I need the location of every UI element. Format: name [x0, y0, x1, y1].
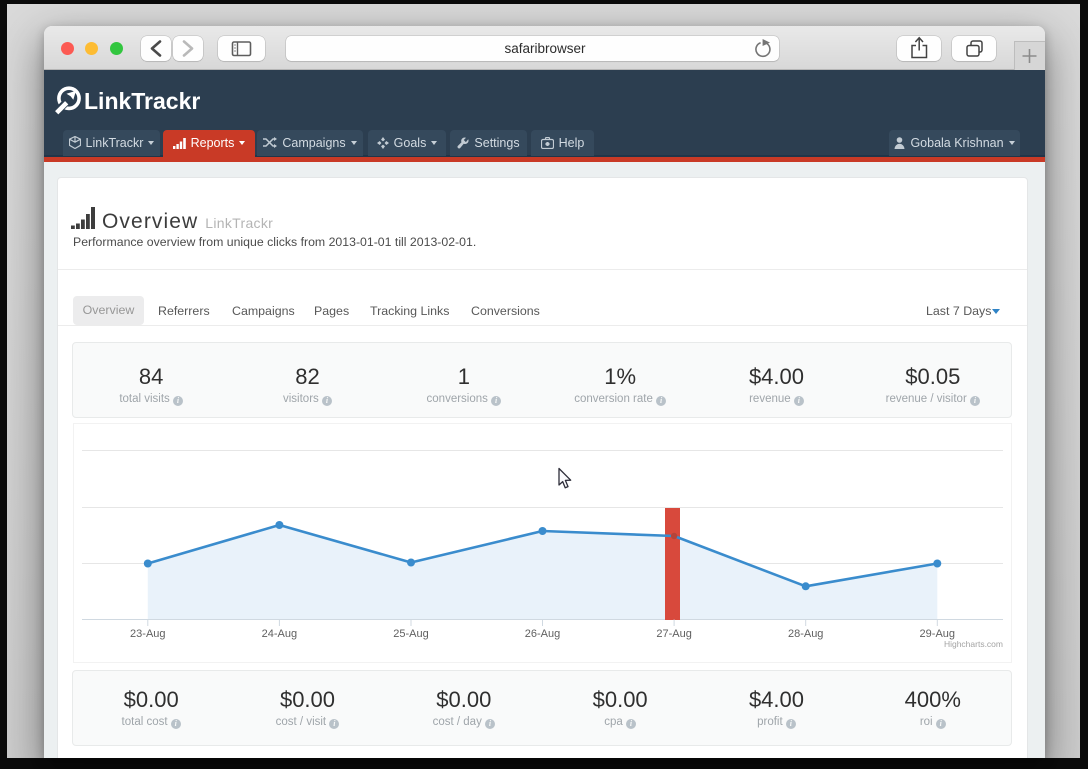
svg-text:23-Aug: 23-Aug: [130, 628, 165, 640]
svg-text:25-Aug: 25-Aug: [393, 628, 428, 640]
svg-text:28-Aug: 28-Aug: [788, 628, 823, 640]
svg-text:Highcharts.com: Highcharts.com: [944, 639, 1003, 649]
svg-text:24-Aug: 24-Aug: [262, 628, 297, 640]
svg-text:27-Aug: 27-Aug: [656, 628, 691, 640]
svg-text:29-Aug: 29-Aug: [920, 628, 955, 640]
svg-text:26-Aug: 26-Aug: [525, 628, 560, 640]
